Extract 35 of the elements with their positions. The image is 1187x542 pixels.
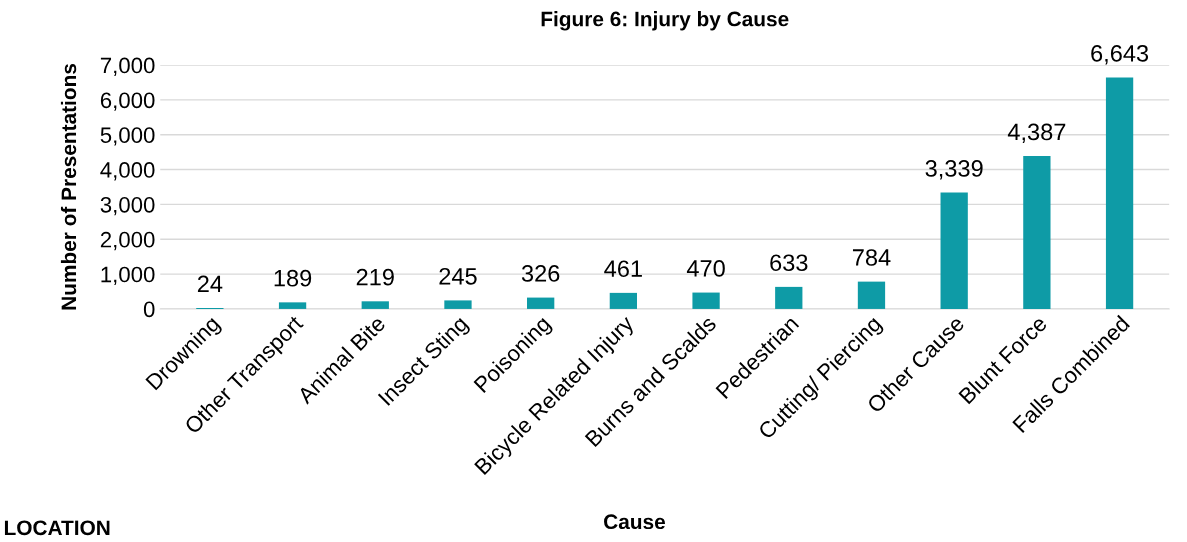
y-tick-label: 7,000 — [100, 57, 155, 76]
data-label: 326 — [521, 265, 560, 282]
y-tick-label: 3,000 — [100, 196, 155, 216]
y-tick-label: 4,000 — [100, 162, 155, 181]
data-label: 189 — [274, 269, 312, 287]
bar — [940, 192, 968, 309]
data-label: 470 — [686, 260, 725, 277]
text: LOCATION — [4, 520, 110, 536]
y-tick-label: 0 — [143, 301, 155, 318]
data-label: 3,339 — [925, 160, 983, 180]
data-label: 4,387 — [1007, 123, 1066, 144]
data-label: 633 — [770, 254, 808, 272]
y-tick-label: 1,000 — [101, 266, 155, 285]
data-label: 6,643 — [1091, 44, 1149, 65]
bar — [609, 292, 638, 309]
data-label: 219 — [356, 268, 394, 286]
bar — [1105, 77, 1134, 309]
x-axis-title: Cause — [604, 514, 666, 530]
y-tick-label: 6,000 — [100, 92, 155, 111]
bar — [1023, 156, 1051, 309]
y-tick-label: 5,000 — [100, 127, 155, 146]
bar — [361, 301, 389, 309]
bar — [857, 281, 886, 309]
y-tick-label: 2,000 — [100, 231, 155, 251]
data-label: 24 — [197, 275, 223, 293]
bar — [692, 292, 720, 309]
data-label: 245 — [439, 267, 477, 285]
bar — [444, 300, 472, 309]
bar — [527, 297, 555, 309]
y-axis-title: Number of Presentations — [60, 63, 77, 310]
bar — [278, 302, 307, 309]
chart-title: Figure 6: Injury by Cause — [541, 11, 789, 31]
data-label: 461 — [604, 260, 642, 278]
data-label: 784 — [852, 249, 891, 266]
bar — [775, 286, 803, 309]
